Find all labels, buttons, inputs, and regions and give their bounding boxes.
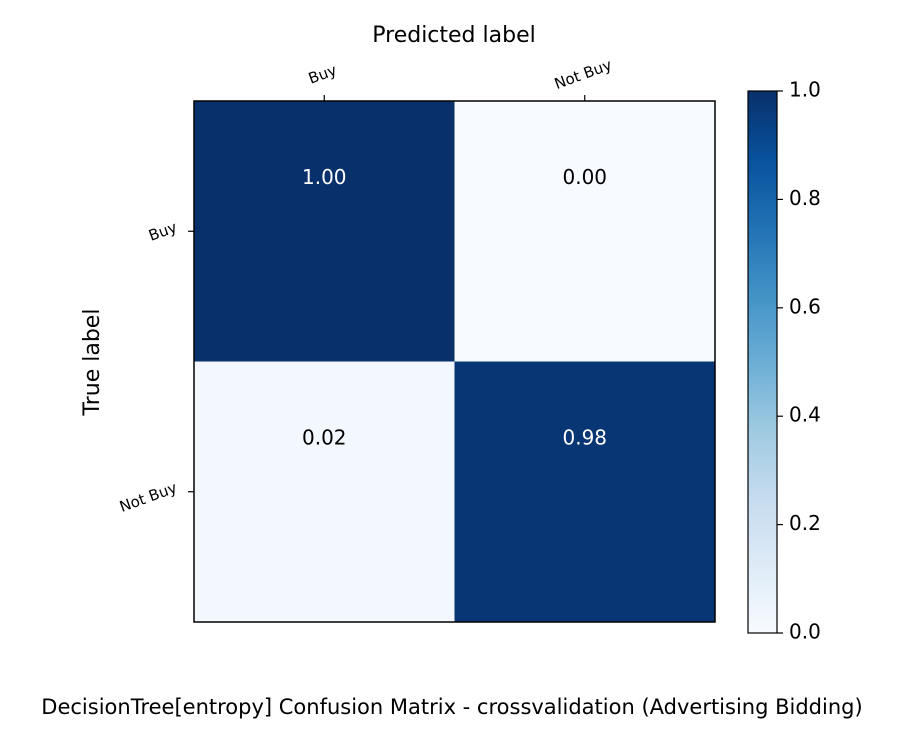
matrix-cell	[454, 101, 716, 362]
matrix-cell	[454, 361, 716, 623]
cell-value-label: 0.02	[302, 425, 347, 449]
cell-value-label: 0.98	[562, 425, 607, 449]
x-axis-title: Predicted label	[372, 23, 535, 48]
colorbar-tick-label: 0.4	[789, 403, 821, 427]
x-tick-label: Buy	[306, 61, 339, 88]
y-axis-title: True label	[80, 309, 105, 417]
colorbar-tick-label: 1.0	[789, 78, 821, 102]
colorbar	[747, 90, 778, 634]
matrix-cells	[194, 101, 716, 623]
matrix-cell	[194, 361, 455, 623]
x-tick-group: Buy Not Buy	[306, 56, 614, 101]
colorbar-tick-label: 0.8	[789, 186, 821, 210]
x-tick-label: Not Buy	[552, 56, 614, 93]
cell-value-label: 1.00	[302, 165, 347, 189]
matrix-cell	[194, 101, 455, 362]
colorbar-tick-label: 0.0	[789, 620, 821, 644]
colorbar-tick-group: 0.0 0.2 0.4 0.6 0.8 1.0	[777, 78, 821, 644]
plot-frame	[193, 100, 716, 623]
colorbar-tick-label: 0.2	[789, 511, 821, 535]
matrix-cell-labels: 1.00 0.00 0.02 0.98	[302, 165, 607, 450]
cell-value-label: 0.00	[562, 165, 607, 189]
chart-title: DecisionTree[entropy] Confusion Matrix -…	[41, 695, 862, 719]
y-tick-label: Not Buy	[117, 479, 179, 516]
colorbar-tick-label: 0.6	[789, 294, 821, 318]
y-tick-label: Buy	[146, 218, 179, 245]
y-tick-group: Buy Not Buy	[117, 218, 194, 516]
